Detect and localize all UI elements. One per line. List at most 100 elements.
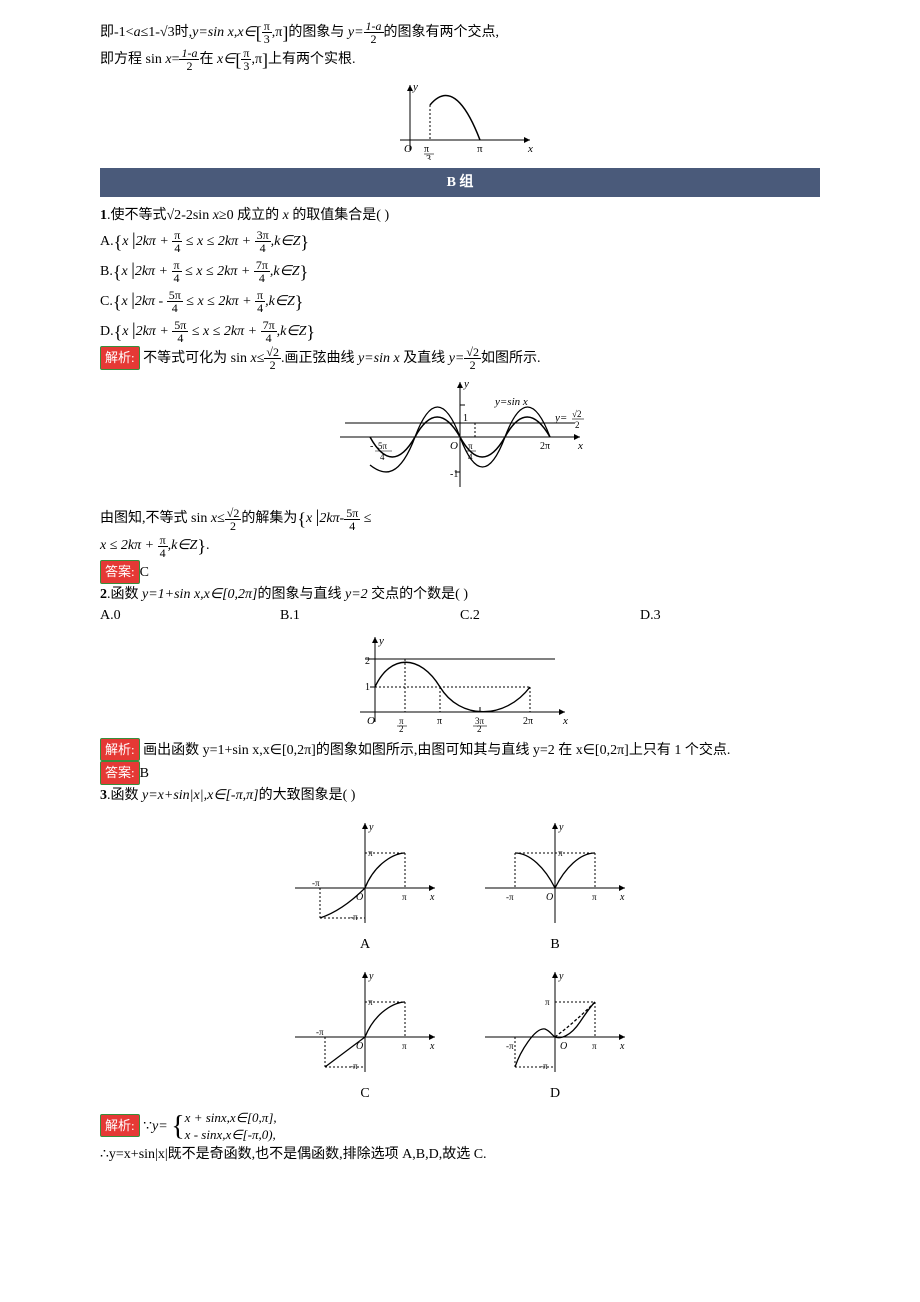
svg-text:π: π [368,848,373,858]
svg-text:-: - [370,441,373,452]
analysis-tag: 解析: [100,738,140,762]
svg-text:y: y [378,635,384,647]
question-3: 3.函数 y=x+sin|x|,x∈[-π,π]的大致图象是( ) y x O … [100,785,820,1165]
answer-tag: 答案: [100,560,140,584]
svg-text:y: y [558,971,564,982]
text: 的图象有两个交点, [384,25,500,40]
option-label: D [480,1083,630,1104]
svg-text:y=sin x: y=sin x [494,396,528,408]
option-b: B.1 [280,605,460,626]
svg-text:4: 4 [468,452,473,462]
conclusion: ∴y=x+sin|x|既不是奇函数,也不是偶函数,排除选项 A,B,D,故选 C… [100,1144,820,1165]
svg-text:π: π [545,997,550,1007]
svg-text:y=: y= [554,412,567,424]
question-number: 2 [100,587,107,602]
text: 上有两个实根. [268,52,356,67]
svg-text:-π: -π [506,1041,514,1051]
svg-text:2: 2 [477,724,482,732]
svg-text:π: π [402,1041,407,1051]
option-c: C.2 [460,605,640,626]
svg-text:x: x [562,715,568,727]
svg-text:y: y [368,822,374,833]
svg-text:3: 3 [426,154,431,160]
option-label: B [480,934,630,955]
text: √3 [160,25,175,40]
svg-text:√2: √2 [572,409,581,419]
svg-text:x: x [577,440,583,452]
svg-text:-π: -π [540,1061,548,1071]
question-number: 1 [100,208,107,223]
svg-text:O: O [450,440,458,452]
question-2: 2.函数 y=1+sin x,x∈[0,2π]的图象与直线 y=2 交点的个数是… [100,584,820,785]
question-1: 1.使不等式√2-2sin x≥0 成立的 x 的取值集合是( ) A.{x |… [100,205,820,584]
intro-graph: O y x π 3 π [380,80,540,160]
section-header: B 组 [100,168,820,197]
svg-text:1: 1 [365,682,370,693]
answer-value: B [140,766,149,781]
svg-text:-π: -π [350,1061,358,1071]
svg-text:O: O [546,892,553,903]
text: ≤1- [141,25,160,40]
option-d: D.3 [640,605,820,626]
svg-text:1: 1 [463,413,468,424]
question-number: 3 [100,788,107,803]
svg-text:π: π [558,848,563,858]
svg-text:y: y [412,81,418,93]
svg-text:π: π [402,892,407,902]
svg-text:π: π [437,716,442,727]
q1-graph: y x O y=sin x y= √2 2 1 -1 5π 4 - π 4 2π [330,377,590,497]
option-label: C [290,1083,440,1104]
q3-graph-d: y x O -π π π -π [480,967,630,1077]
q2-graph: O y x 2 1 π 2 2 π 3π 2 2π [345,632,575,732]
option-c: C.{x |2kπ - 5π4 ≤ x ≤ 2kπ + π4,k∈Z} [100,286,820,316]
svg-text:O: O [560,1041,567,1052]
analysis-tag: 解析: [100,1114,140,1138]
svg-text:-1: -1 [450,469,458,480]
answer-tag: 答案: [100,761,140,785]
analysis-text: 画出函数 y=1+sin x,x∈[0,2π]的图象如图所示,由图可知其与直线 … [143,743,730,758]
svg-text:2: 2 [365,656,370,667]
svg-text:O: O [367,715,375,727]
svg-text:y: y [558,822,564,833]
svg-text:x: x [429,1041,435,1052]
svg-text:2: 2 [399,724,404,732]
text: 在 [199,52,217,67]
svg-text:x: x [619,1041,625,1052]
q3-graph-c: y x O -π π π -π [290,967,440,1077]
svg-text:4: 4 [380,452,385,462]
svg-text:π: π [368,997,373,1007]
svg-text:π: π [592,1041,597,1051]
option-a: A.0 [100,605,280,626]
svg-text:π: π [592,892,597,902]
svg-text:2π: 2π [523,716,533,727]
option-label: A [290,934,440,955]
piecewise-cases: { x + sinx,x∈[0,π], x - sinx,x∈[-π,0), [171,1110,276,1144]
svg-text:x: x [527,143,533,155]
svg-text:2: 2 [575,420,580,430]
intro-block: 即-1<a≤1-√3时,y=sin x,x∈[π3,π]的图象与 y=1-a2的… [100,20,820,74]
svg-text:π: π [468,441,473,451]
svg-text:π: π [477,143,483,155]
text: 的图象与 [288,25,348,40]
svg-text:y: y [463,378,469,390]
svg-text:x: x [429,892,435,903]
text: 即方程 sin [100,52,165,67]
svg-text:-π: -π [312,878,320,888]
text: 即-1< [100,25,134,40]
q3-graph-a: y x O -π π π -π [290,818,440,928]
analysis-tag: 解析: [100,346,140,370]
option-b: B.{x |2kπ + π4 ≤ x ≤ 2kπ + 7π4,k∈Z} [100,256,820,286]
svg-text:2π: 2π [540,441,550,452]
svg-text:O: O [404,143,412,155]
option-a: A.{x |2kπ + π4 ≤ x ≤ 2kπ + 3π4,k∈Z} [100,226,820,256]
svg-text:-π: -π [350,912,358,922]
svg-text:x: x [619,892,625,903]
q3-graph-b: y x O -π π π [480,818,630,928]
answer-value: C [140,565,149,580]
text: 时, [175,25,193,40]
option-d: D.{x |2kπ + 5π4 ≤ x ≤ 2kπ + 7π4,k∈Z} [100,316,820,346]
svg-text:-π: -π [316,1027,324,1037]
svg-text:-π: -π [506,892,514,902]
text: y=sin x,x∈ [192,25,256,40]
svg-text:5π: 5π [378,441,388,451]
